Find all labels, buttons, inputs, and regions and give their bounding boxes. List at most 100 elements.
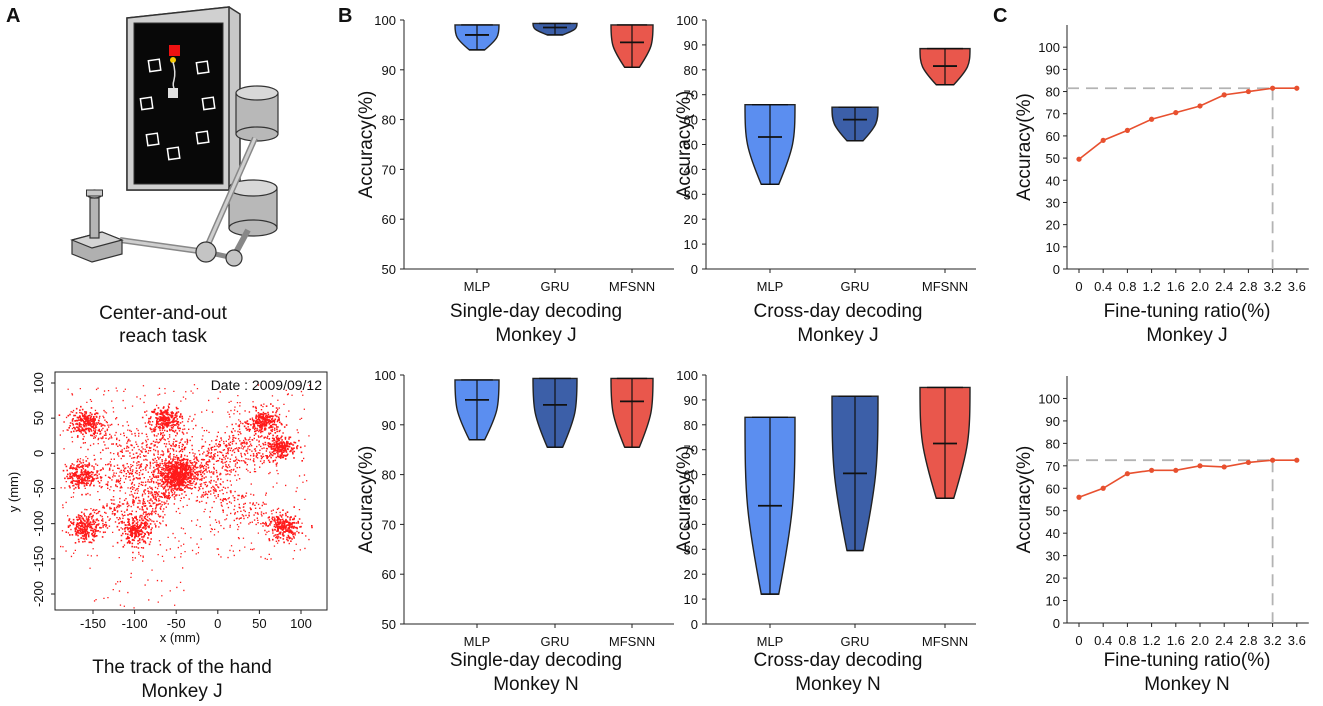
y-tick-label: 60 — [1046, 481, 1060, 496]
y-tick-label: 10 — [1046, 240, 1060, 255]
y-tick-label: 20 — [684, 567, 698, 582]
y-tick-label: 100 — [676, 13, 698, 28]
single-j-violin-chart: 50 60 70 80 90 100 MLP GRU MFSNN Accuracy(%) Singl… — [356, 13, 674, 346]
track-y-tick-label: -200 — [31, 581, 46, 607]
y-tick-label: 50 — [382, 617, 396, 632]
panel-label-b: B — [338, 5, 352, 27]
y-tick-label: 90 — [684, 393, 698, 408]
track-y-tick-label: 100 — [31, 372, 46, 394]
y-tick-label: 80 — [1046, 436, 1060, 451]
ft-j-line-chart: 0 10 20 30 40 50 60 70 80 90 100 0 0.4 0.8 1.2 1.6 2.0 2.… — [1014, 25, 1309, 346]
data-point — [1149, 467, 1155, 473]
track-y-tick-label: 50 — [31, 411, 46, 425]
y-tick-label: 60 — [684, 468, 698, 483]
y-tick-label: 30 — [684, 542, 698, 557]
y-axis-label: Accuracy(%) — [1014, 446, 1035, 554]
x-tick-label-mlp: MLP — [757, 279, 784, 294]
x-tick-label: 2.8 — [1239, 633, 1257, 648]
y-tick-label: 20 — [684, 212, 698, 227]
y-axis-label: Accuracy(%) — [356, 91, 377, 199]
data-point — [1197, 463, 1203, 469]
x-tick-label-gru: GRU — [841, 634, 870, 649]
x-tick-label: 0.8 — [1118, 279, 1136, 294]
y-tick-label: 10 — [684, 237, 698, 252]
x-tick-label: 3.2 — [1264, 279, 1282, 294]
data-point — [1221, 464, 1227, 470]
x-axis-label: Fine-tuning ratio(%) — [1104, 650, 1271, 671]
y-tick-label: 30 — [684, 187, 698, 202]
y-tick-label: 50 — [684, 138, 698, 153]
active-target — [169, 45, 180, 56]
y-tick-label: 70 — [684, 88, 698, 103]
y-tick-label: 50 — [1046, 151, 1060, 166]
data-point — [1221, 92, 1227, 98]
y-tick-label: 70 — [684, 443, 698, 458]
chart-caption-line2: Monkey J — [797, 325, 878, 346]
x-tick-label: 0 — [1075, 279, 1082, 294]
chart-caption-line2: Monkey N — [795, 674, 881, 695]
y-tick-label: 90 — [1046, 414, 1060, 429]
x-tick-label: 2.8 — [1239, 279, 1257, 294]
data-point — [1197, 103, 1203, 109]
y-tick-label: 70 — [1046, 459, 1060, 474]
x-tick-label: 1.2 — [1143, 279, 1161, 294]
track-x-tick-label: 50 — [252, 616, 266, 631]
track-y-axis-label: y (mm) — [6, 472, 21, 512]
y-tick-label: 80 — [684, 418, 698, 433]
x-tick-label: 2.4 — [1215, 633, 1233, 648]
x-tick-label-gru: GRU — [541, 279, 570, 294]
y-tick-label: 60 — [382, 567, 396, 582]
y-tick-label: 10 — [684, 592, 698, 607]
y-tick-label: 0 — [1053, 262, 1060, 277]
x-tick-label: 2.4 — [1215, 279, 1233, 294]
x-tick-label: 3.6 — [1288, 633, 1306, 648]
x-tick-label-mfsnn: MFSNN — [609, 279, 655, 294]
chart-caption-line1: Single-day decoding — [450, 301, 622, 322]
y-tick-label: 0 — [691, 262, 698, 277]
x-tick-label-mfsnn: MFSNN — [609, 634, 655, 649]
x-tick-label: 3.6 — [1288, 279, 1306, 294]
y-tick-label: 0 — [1053, 616, 1060, 631]
chart-caption-line1: Cross-day decoding — [754, 650, 923, 671]
target-squares — [139, 58, 216, 161]
track-y-tick-label: -50 — [31, 479, 46, 498]
y-tick-label: 50 — [684, 493, 698, 508]
date-annotation: Date : 2009/09/12 — [211, 377, 323, 393]
y-tick-label: 50 — [382, 262, 396, 277]
chart-caption-line1: Cross-day decoding — [754, 301, 923, 322]
y-tick-label: 20 — [1046, 571, 1060, 586]
accuracy-series-line — [1078, 87, 1297, 160]
cross-j-violin-chart: 0 10 20 30 40 50 60 70 80 90 100 MLP GRU MFSNN Accurac… — [674, 13, 976, 346]
track-x-tick-label: -100 — [122, 616, 148, 631]
cross-n-violin-chart: 0 10 20 30 40 50 60 70 80 90 100 MLP GRU MFSNN Accurac… — [674, 368, 976, 695]
y-tick-label: 70 — [382, 517, 396, 532]
panel-label-a: A — [6, 5, 20, 27]
data-point — [1245, 88, 1251, 95]
track-x-axis-label: x (mm) — [160, 630, 200, 645]
y-tick-label: 80 — [1046, 85, 1060, 100]
track-x-tick-label: 0 — [214, 616, 221, 631]
data-point — [1294, 85, 1300, 91]
x-tick-label-mfsnn: MFSNN — [922, 279, 968, 294]
single-n-violin-chart: 50 60 70 80 90 100 MLP GRU MFSNN Accuracy(%) Singl… — [356, 368, 674, 695]
y-tick-label: 90 — [1046, 62, 1060, 77]
y-tick-label: 30 — [1046, 549, 1060, 564]
track-caption-line2: Monkey J — [141, 681, 222, 702]
y-tick-label: 30 — [1046, 195, 1060, 210]
y-tick-label: 100 — [676, 368, 698, 383]
y-tick-label: 80 — [382, 113, 396, 128]
chart-caption-line1: Single-day decoding — [450, 650, 622, 671]
x-tick-label: 0.4 — [1094, 279, 1112, 294]
y-tick-label: 90 — [382, 63, 396, 78]
task-caption-line2: reach task — [119, 326, 207, 347]
y-tick-label: 70 — [382, 162, 396, 177]
y-tick-label: 40 — [1046, 526, 1060, 541]
cursor — [170, 57, 176, 63]
data-point — [1124, 471, 1130, 477]
data-point — [1124, 127, 1130, 133]
y-tick-label: 0 — [691, 617, 698, 632]
y-tick-label: 80 — [382, 468, 396, 483]
track-y-tick-label: -150 — [31, 546, 46, 572]
y-axis-label: Accuracy(%) — [356, 446, 377, 554]
